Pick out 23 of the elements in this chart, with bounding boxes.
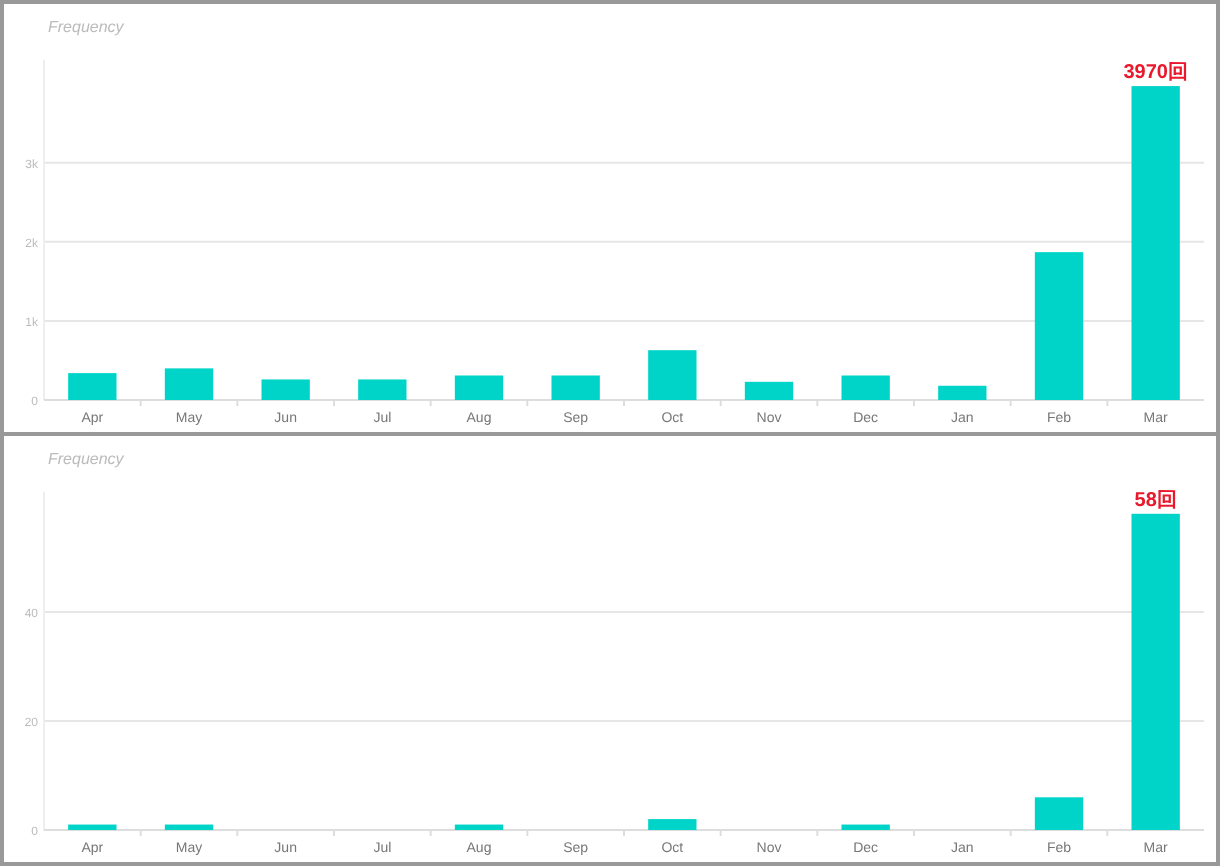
bar xyxy=(261,379,310,400)
bar xyxy=(164,824,214,830)
bar xyxy=(938,385,987,400)
y-axis-title: Frequency xyxy=(48,18,126,36)
bar xyxy=(358,379,407,400)
bar xyxy=(1034,252,1084,400)
bar xyxy=(454,824,504,830)
bar xyxy=(744,381,794,400)
bar xyxy=(841,375,890,400)
annotation: 3970回 xyxy=(1123,62,1188,85)
bar xyxy=(68,824,117,830)
bar xyxy=(648,819,697,830)
bar xyxy=(1131,86,1180,400)
bar xyxy=(454,375,504,400)
bar xyxy=(1131,513,1180,830)
bar xyxy=(841,824,890,830)
bar xyxy=(551,375,600,400)
bar xyxy=(1034,797,1084,830)
bar xyxy=(164,368,214,400)
annotation: 58回 xyxy=(1134,489,1177,512)
bar xyxy=(648,350,697,400)
y-axis-title: Frequency xyxy=(48,450,126,468)
bar xyxy=(68,373,117,400)
